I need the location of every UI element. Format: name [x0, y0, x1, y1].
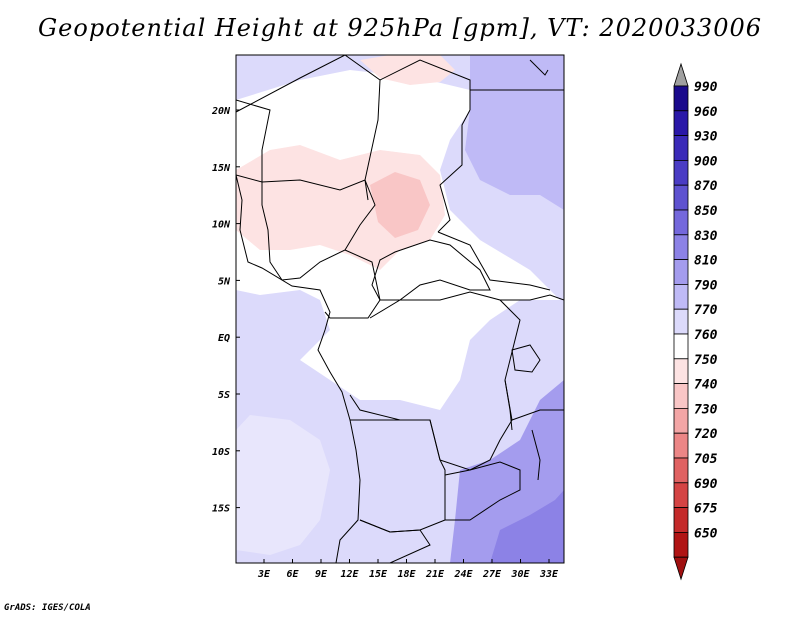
colorbar-label: 750	[694, 353, 718, 368]
border-namibia	[359, 519, 431, 563]
map-title: Geopotential Height at 925hPa [gpm], VT:…	[38, 14, 762, 42]
x-tick-label: 21E	[425, 569, 445, 580]
x-tick-label: 9E	[315, 569, 328, 580]
border-chad-sudan	[437, 109, 471, 233]
colorbar-swatch	[673, 234, 689, 261]
colorbar-swatch	[673, 308, 689, 335]
colorbar-swatch	[673, 283, 689, 310]
x-tick-label: 15E	[369, 569, 388, 580]
field-pink-core	[370, 172, 430, 238]
colorbar-label: 705	[694, 452, 718, 467]
colorbar: 990 960 930 900 870 850 830 810 790 770 760 750 740 7…	[673, 62, 718, 581]
border-cameroon	[324, 249, 381, 319]
y-tick-label: 20N	[211, 106, 231, 117]
colorbar-swatch	[673, 457, 689, 484]
colorbar-swatch	[673, 507, 689, 533]
colorbar-swatch	[673, 110, 689, 137]
coastline-west	[236, 174, 361, 563]
border-nigeria	[261, 179, 376, 281]
colorbar-label: 850	[694, 204, 718, 219]
x-tick-label: 3E	[257, 569, 271, 580]
colorbar-label: 650	[694, 526, 718, 541]
colorbar-label: 930	[694, 130, 718, 145]
y-tick-label: 15S	[212, 504, 230, 515]
colorbar-bottom-arrow	[673, 556, 689, 581]
field-east-blue	[465, 55, 564, 210]
colorbar-label: 810	[694, 254, 718, 269]
colorbar-label: 740	[694, 378, 718, 393]
y-tick-label: 10N	[212, 220, 231, 231]
colorbar-label: 830	[694, 229, 718, 244]
colorbar-swatch	[673, 432, 689, 459]
x-tick-label: 12E	[340, 569, 359, 580]
colorbar-label: 770	[694, 303, 718, 318]
colorbar-swatch	[673, 259, 689, 285]
y-tick-label: 5S	[218, 390, 230, 401]
x-tick-label: 6E	[286, 569, 299, 580]
colorbar-swatch	[673, 85, 689, 112]
y-axis: 20N 15N 10N 5N EQ 5S 10S 15S	[211, 106, 240, 515]
red-sea-coast	[529, 59, 549, 76]
colorbar-swatch	[673, 159, 689, 186]
x-tick-label: 24E	[453, 569, 473, 580]
colorbar-label: 760	[694, 328, 718, 343]
colorbar-label: 790	[694, 278, 718, 293]
colorbar-label: 870	[694, 179, 718, 194]
colorbar-label: 960	[694, 105, 718, 120]
colorbar-label: 730	[694, 402, 718, 417]
colorbar-swatch	[673, 333, 689, 360]
colorbar-swatch	[673, 383, 689, 409]
colorbar-swatch	[673, 184, 689, 211]
lake-malawi	[531, 429, 541, 481]
x-axis: 3E 6E 9E 12E 15E 18E 21E 24E 27E 30E 33E	[257, 559, 559, 580]
x-tick-label: 30E	[510, 569, 530, 580]
colorbar-swatch	[673, 482, 689, 508]
field-light-blue	[236, 415, 330, 555]
colorbar-label: 990	[694, 80, 718, 95]
colorbar-top-arrow	[673, 62, 689, 87]
border-libya-chad	[379, 59, 471, 110]
lake-tanganyika	[504, 379, 513, 431]
x-tick-label: 33E	[539, 569, 559, 580]
field-pink-north	[360, 55, 455, 85]
border-algeria-niger	[236, 55, 346, 113]
colorbar-swatch	[673, 135, 689, 161]
x-tick-label: 18E	[397, 569, 416, 580]
colorbar-swatch	[673, 407, 689, 434]
colorbar-swatch	[673, 532, 689, 558]
colorbar-swatch	[673, 358, 689, 384]
border-eastafrica	[500, 294, 564, 301]
colorbar-label: 690	[694, 477, 718, 492]
border-west-sahel	[236, 99, 271, 183]
border-niger-chad	[344, 55, 381, 201]
height-field	[236, 55, 564, 563]
border-zambia	[444, 461, 521, 521]
border-tanzania	[511, 409, 564, 421]
y-tick-label: EQ	[218, 333, 230, 344]
colorbar-swatch	[673, 209, 689, 236]
y-tick-label: 15N	[212, 163, 231, 174]
colorbar-label: 675	[694, 502, 718, 517]
border-sudan-south	[437, 231, 551, 291]
y-tick-label: 5N	[218, 276, 231, 287]
borders	[236, 55, 564, 563]
colorbar-label: 720	[694, 427, 718, 442]
field-southeast-deep	[490, 490, 564, 563]
y-tick-label: 10S	[212, 447, 230, 458]
colorbar-label: 900	[694, 154, 718, 169]
credit-label: GrADS: IGES/COLA	[4, 603, 91, 613]
map-frame	[235, 54, 565, 564]
x-tick-label: 27E	[482, 569, 502, 580]
lake-victoria	[511, 344, 541, 373]
